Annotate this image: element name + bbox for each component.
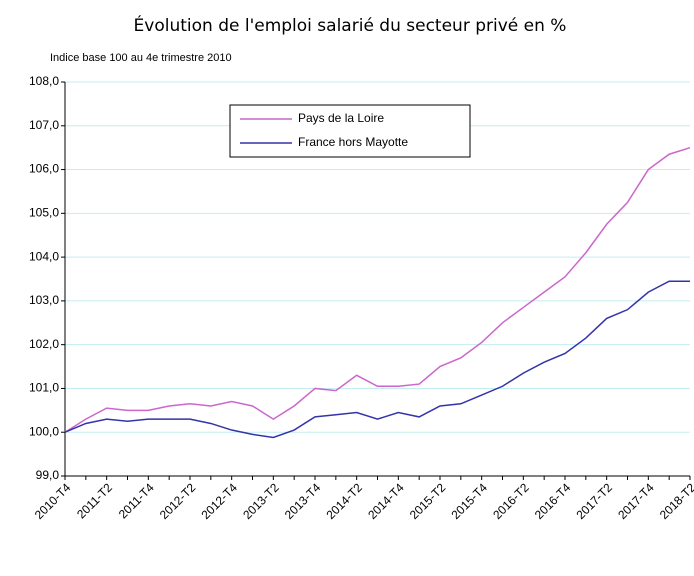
series-line	[64, 146, 691, 433]
x-tick-label: 2014-T2	[324, 480, 366, 522]
x-tick-label: 2016-T4	[532, 480, 574, 522]
x-tick-label: 2011-T2	[74, 480, 115, 521]
y-tick-label: 101,0	[29, 381, 59, 395]
chart-subtitle: Indice base 100 au 4e trimestre 2010	[50, 52, 232, 64]
legend-label: Pays de la Loire	[298, 111, 384, 125]
y-tick-label: 102,0	[29, 337, 59, 351]
y-tick-label: 108,0	[29, 74, 59, 88]
y-tick-label: 103,0	[29, 293, 59, 307]
x-tick-label: 2016-T2	[490, 480, 532, 522]
x-tick-label: 2017-T2	[574, 480, 616, 522]
x-tick-label: 2018-T2	[657, 480, 694, 522]
y-tick-label: 105,0	[29, 206, 59, 220]
series-line	[64, 280, 690, 439]
legend-box	[229, 104, 471, 158]
x-tick-label: 2012-T4	[199, 480, 241, 522]
x-tick-label: 2013-T2	[240, 480, 282, 522]
x-tick-label: 2017-T4	[615, 480, 657, 522]
x-tick-label: 2014-T4	[365, 480, 407, 522]
x-tick-label: 2015-T2	[407, 480, 449, 522]
x-tick-label: 2010-T4	[32, 480, 74, 522]
x-tick-label: 2013-T4	[282, 480, 324, 522]
legend-label: France hors Mayotte	[298, 135, 408, 149]
y-tick-label: 104,0	[29, 249, 59, 263]
y-tick-label: 107,0	[29, 118, 59, 132]
x-tick-label: 2012-T2	[157, 480, 199, 522]
y-tick-label: 99,0	[36, 468, 60, 482]
y-tick-label: 100,0	[29, 424, 59, 438]
x-tick-label: 2015-T4	[449, 480, 491, 522]
y-tick-label: 106,0	[29, 162, 59, 176]
x-tick-label: 2011-T4	[116, 480, 157, 521]
chart-title: Évolution de l'emploi salarié du secteur…	[134, 14, 567, 36]
